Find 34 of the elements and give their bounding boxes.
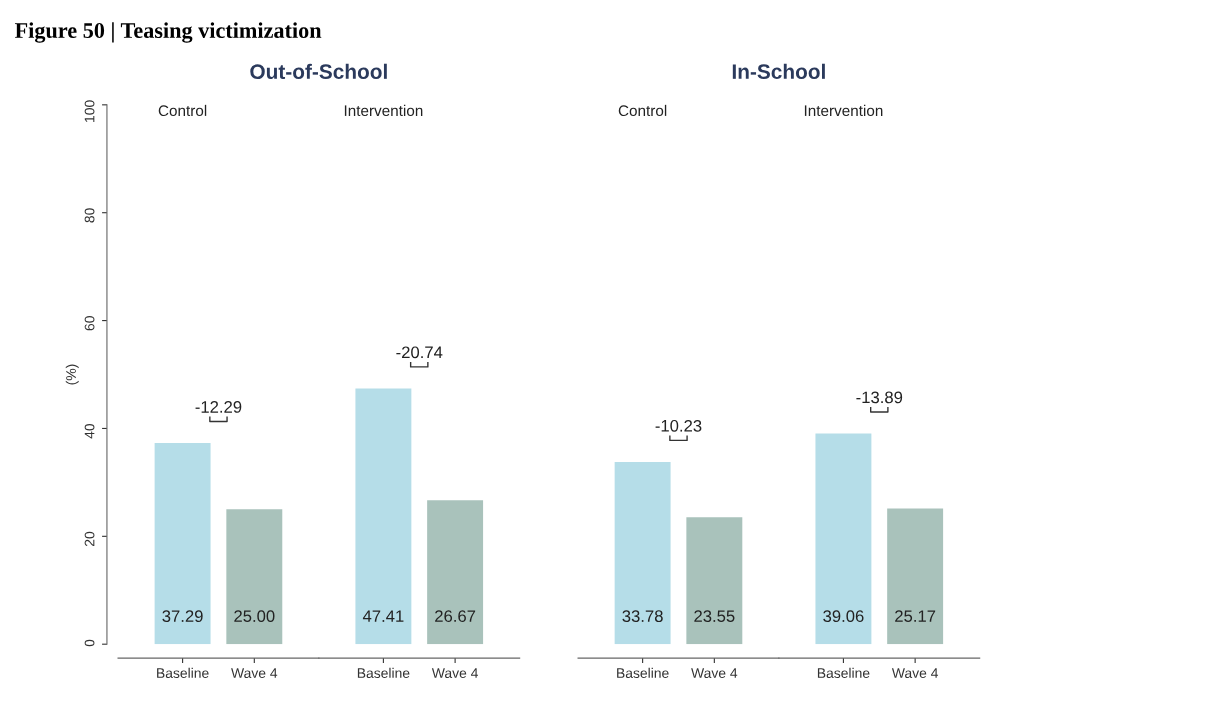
x-tick-label: Wave 4 [891, 668, 939, 679]
data-label: 33.78 [622, 610, 663, 623]
data-label: 25.17 [895, 610, 936, 623]
data-label: 26.67 [435, 610, 476, 623]
chart-title: Intervention [344, 104, 423, 117]
x-tick-label: Baseline [157, 667, 209, 679]
y-tick-label: 40 [84, 423, 95, 439]
y-tick-label: 80 [84, 208, 95, 223]
annotation: -10.23 [655, 419, 702, 432]
data-label: 23.55 [694, 610, 735, 623]
chart-title: Intervention [804, 104, 883, 117]
x-tick-label: Baseline [617, 667, 669, 679]
x-tick-label: Wave 4 [691, 668, 738, 679]
chart-title: Control [618, 104, 667, 117]
y-tick-label: 100 [84, 100, 95, 122]
y-tick-label: 0 [84, 639, 95, 647]
data-label: 47.41 [362, 610, 404, 622]
data-label: 37.29 [162, 610, 203, 623]
x-tick-label: Wave 4 [231, 668, 278, 679]
annotation: -12.29 [195, 401, 242, 413]
y-tick-label: 60 [84, 316, 95, 331]
chart-subtitle: Out-of-School [250, 63, 387, 80]
x-tick-label: Baseline [817, 667, 870, 679]
caption: Figure 50 | Teasing victimization [14, 22, 322, 43]
x-tick-label: Wave 4 [431, 668, 478, 679]
y-tick-label: 20 [84, 531, 95, 547]
chart-subtitle: In-School [732, 63, 825, 80]
y-axis-title: (%) [65, 364, 79, 385]
annotation: -13.89 [856, 391, 903, 404]
chart-title: Control [158, 104, 207, 117]
x-tick-label: Baseline [357, 667, 410, 679]
data-label: 39.06 [823, 610, 864, 623]
data-label: 25.00 [234, 610, 275, 623]
annotation: -20.74 [396, 346, 443, 359]
